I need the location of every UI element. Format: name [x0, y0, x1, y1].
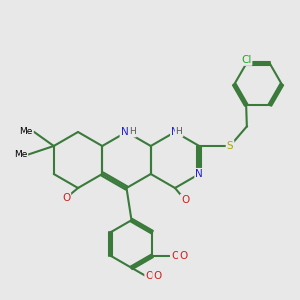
Text: N: N: [171, 127, 179, 137]
Text: H: H: [129, 128, 136, 136]
Text: O: O: [181, 195, 189, 205]
Text: O: O: [171, 251, 179, 261]
Text: N: N: [121, 127, 128, 137]
Text: O: O: [62, 193, 70, 203]
Text: Me: Me: [14, 150, 27, 159]
Text: N: N: [195, 169, 203, 179]
Text: Me: Me: [20, 128, 33, 136]
Text: O: O: [146, 271, 154, 281]
Text: O: O: [179, 251, 187, 261]
Text: Cl: Cl: [241, 55, 251, 65]
Text: H: H: [176, 128, 182, 136]
Text: O: O: [153, 271, 162, 281]
Text: S: S: [227, 141, 233, 151]
